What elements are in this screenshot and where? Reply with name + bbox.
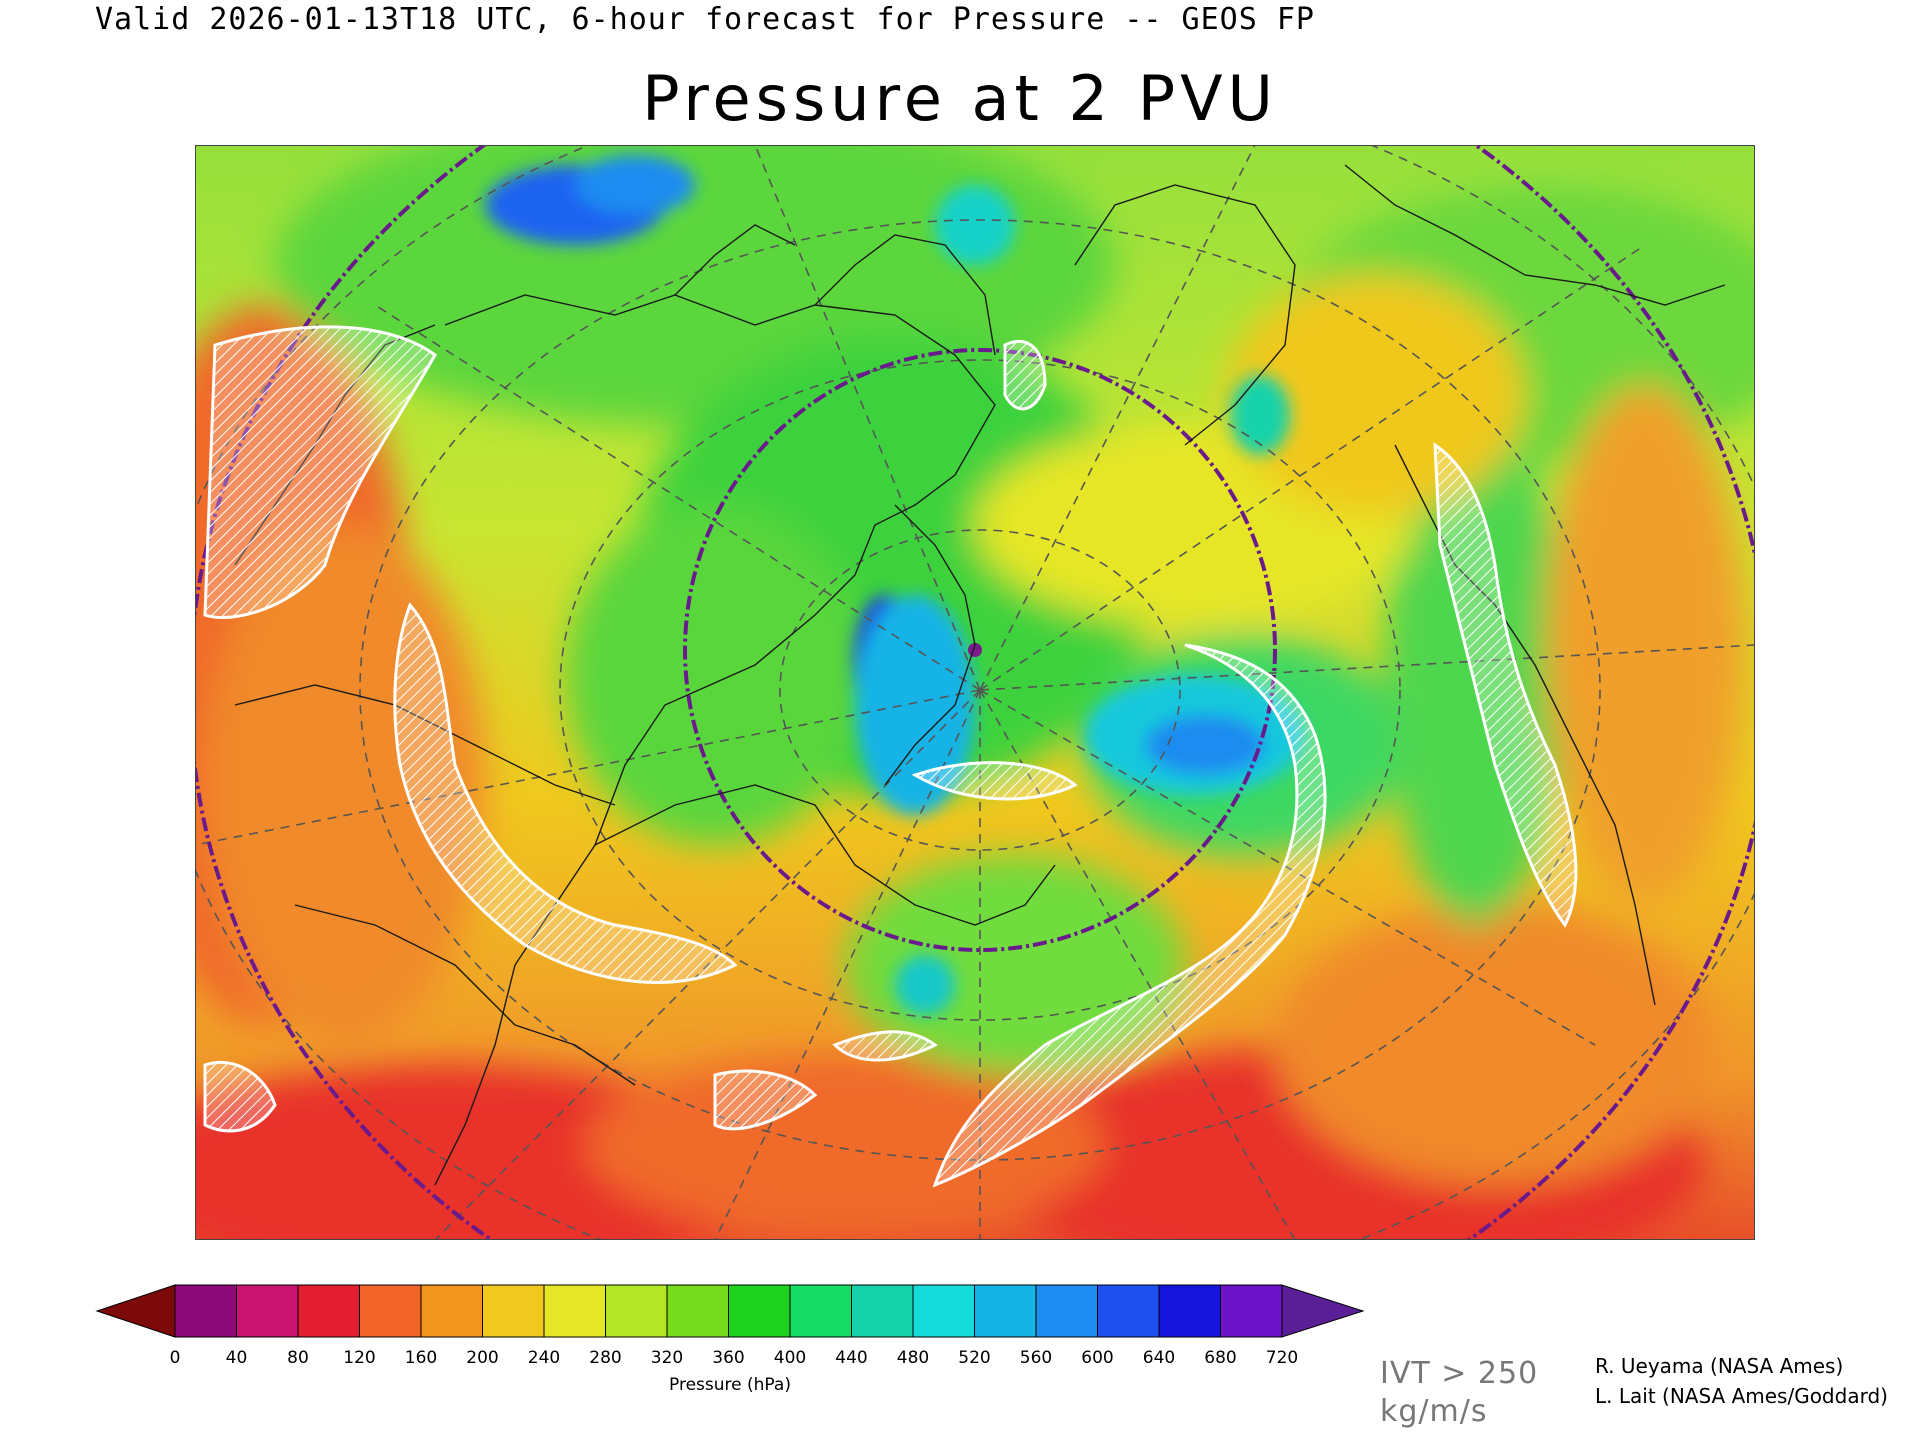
colorbar-tick-label: 560 [1019,1348,1053,1368]
colorbar-swatch [974,1284,1037,1338]
valid-time-line: Valid 2026-01-13T18 UTC, 6-hour forecast… [95,2,1315,37]
ivt-regions [203,325,1578,1188]
colorbar-over-arrow [1281,1284,1365,1338]
low-pressure-cores [485,155,1305,1015]
colorbar-swatch [359,1284,422,1338]
credit-line-2: L. Lait (NASA Ames/Goddard) [1595,1384,1888,1408]
colorbar-tick-label: 680 [1204,1348,1237,1368]
colorbar-tick-label: 400 [773,1348,807,1368]
colorbar-tick-label: 600 [1081,1348,1114,1368]
colorbar-tick-label: 120 [343,1348,376,1368]
colorbar-tick-label: 320 [650,1348,684,1368]
reference-rings [195,145,1755,1240]
colorbar-tick-label: 80 [287,1348,309,1368]
pressure-map [195,145,1755,1240]
colorbar-tick-label: 40 [225,1348,248,1368]
map-frame [195,145,1755,1240]
colorbar-tick-label: 0 [169,1348,181,1368]
colorbar-under-arrow [95,1284,176,1338]
colorbar-swatch [482,1284,545,1338]
colorbar-swatch [420,1284,483,1338]
page-title: Pressure at 2 PVU [642,62,1278,135]
colorbar-swatch [1220,1284,1283,1338]
colorbar-tick-label: 440 [835,1348,868,1368]
colorbar-swatch [1035,1284,1098,1338]
colorbar-swatch [174,1284,237,1338]
colorbar-tick-label: 200 [466,1348,499,1368]
colorbar [95,1280,1365,1380]
credit-line-1: R. Ueyama (NASA Ames) [1595,1354,1844,1378]
colorbar-swatch [728,1284,791,1338]
colorbar-swatch [543,1284,606,1338]
colorbar-swatch [789,1284,852,1338]
colorbar-tick-label: 160 [404,1348,438,1368]
colorbar-label: Pressure (hPa) [669,1375,791,1395]
ivt-legend: IVT > 250 kg/m/s [1380,1355,1538,1431]
colorbar-swatch [1158,1284,1221,1338]
colorbar-swatch [851,1284,914,1338]
colorbar-tick-label: 640 [1142,1348,1176,1368]
colorbar-tick-label: 360 [712,1348,745,1368]
colorbar-tick-label: 480 [896,1348,930,1368]
credits: R. Ueyama (NASA Ames) L. Lait (NASA Ames… [1595,1351,1888,1411]
ivt-legend-line2: kg/m/s [1380,1394,1488,1429]
colorbar-swatch [297,1284,360,1338]
ivt-legend-line1: IVT > 250 [1380,1356,1539,1391]
colorbar-swatch [605,1284,668,1338]
colorbar-swatch [236,1284,299,1338]
colorbar-swatch [666,1284,729,1338]
colorbar-svg [95,1284,1365,1338]
colorbar-swatch [1097,1284,1160,1338]
colorbar-tick-label: 280 [589,1348,622,1368]
map-canvas [195,145,1755,1240]
colorbar-swatch [912,1284,975,1338]
colorbar-tick-label: 720 [1265,1348,1299,1368]
colorbar-tick-label: 240 [527,1348,561,1368]
colorbar-tick-label: 520 [958,1348,991,1368]
